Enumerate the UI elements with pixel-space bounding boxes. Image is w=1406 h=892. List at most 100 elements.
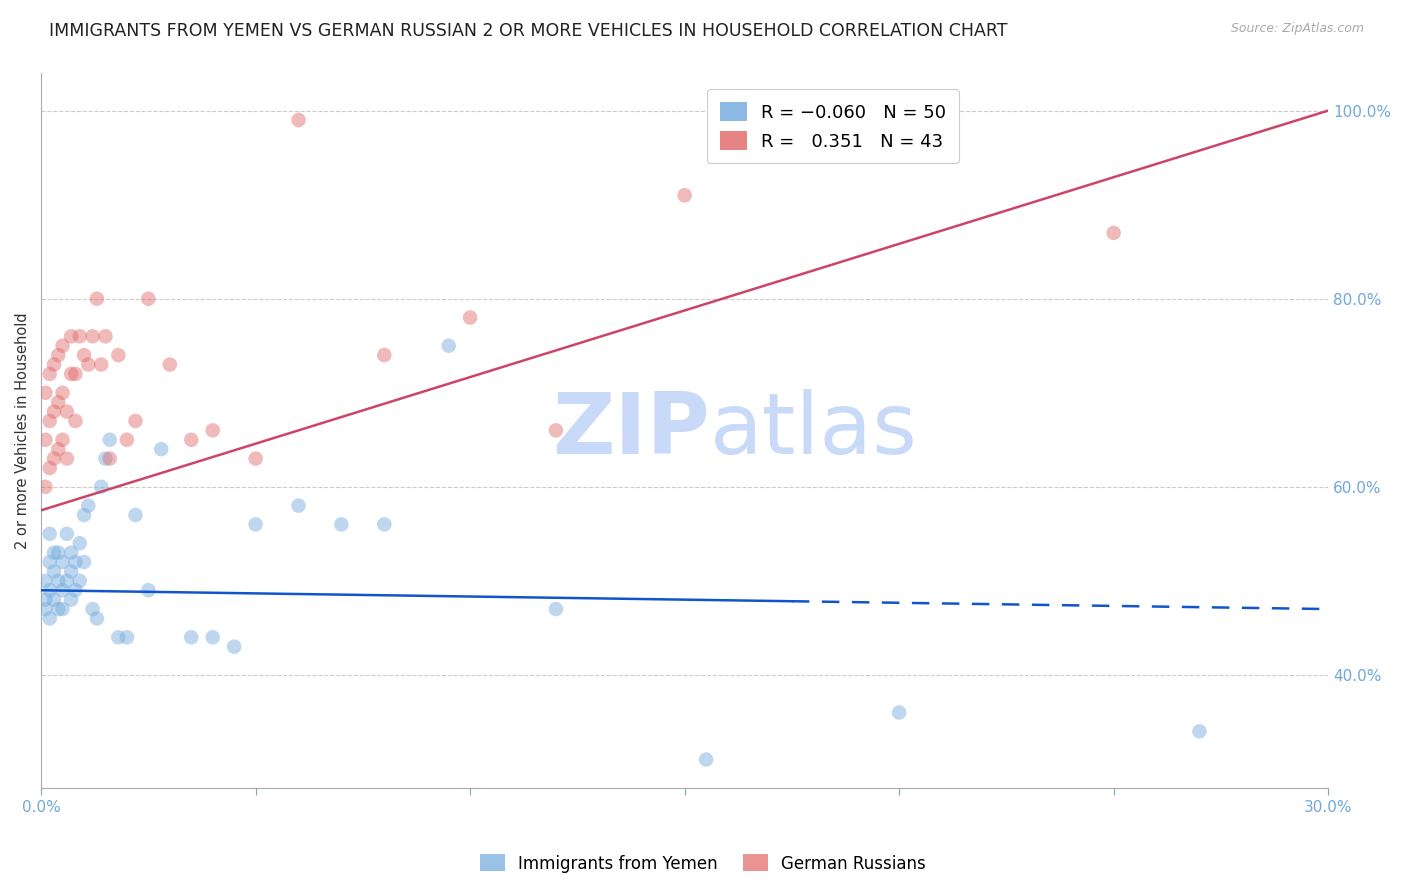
Point bbox=[69, 329, 91, 343]
Point bbox=[90, 480, 112, 494]
Point bbox=[46, 442, 69, 457]
Point bbox=[115, 630, 138, 644]
Point bbox=[56, 574, 79, 588]
Point bbox=[65, 414, 87, 428]
Point bbox=[124, 508, 146, 522]
Point bbox=[437, 339, 460, 353]
Point bbox=[60, 546, 83, 560]
Point bbox=[51, 555, 73, 569]
Point bbox=[94, 329, 117, 343]
Point bbox=[42, 358, 65, 372]
Point bbox=[38, 367, 60, 381]
Point bbox=[60, 592, 83, 607]
Point bbox=[51, 339, 73, 353]
Point bbox=[77, 358, 100, 372]
Y-axis label: 2 or more Vehicles in Household: 2 or more Vehicles in Household bbox=[15, 312, 30, 549]
Point bbox=[373, 348, 395, 362]
Point bbox=[46, 546, 69, 560]
Point bbox=[73, 508, 96, 522]
Point bbox=[373, 517, 395, 532]
Point bbox=[90, 358, 112, 372]
Point bbox=[82, 329, 104, 343]
Point bbox=[138, 583, 160, 598]
Point bbox=[124, 414, 146, 428]
Point bbox=[544, 602, 567, 616]
Point bbox=[46, 348, 69, 362]
Point bbox=[115, 433, 138, 447]
Point bbox=[34, 602, 56, 616]
Point bbox=[46, 395, 69, 409]
Point bbox=[46, 602, 69, 616]
Point bbox=[69, 574, 91, 588]
Point bbox=[458, 310, 481, 325]
Text: IMMIGRANTS FROM YEMEN VS GERMAN RUSSIAN 2 OR MORE VEHICLES IN HOUSEHOLD CORRELAT: IMMIGRANTS FROM YEMEN VS GERMAN RUSSIAN … bbox=[49, 22, 1008, 40]
Point bbox=[51, 602, 73, 616]
Point bbox=[51, 385, 73, 400]
Point bbox=[287, 499, 309, 513]
Point bbox=[38, 526, 60, 541]
Point bbox=[150, 442, 173, 457]
Point bbox=[34, 385, 56, 400]
Legend: Immigrants from Yemen, German Russians: Immigrants from Yemen, German Russians bbox=[474, 847, 932, 880]
Point bbox=[98, 433, 121, 447]
Point bbox=[86, 292, 108, 306]
Point bbox=[69, 536, 91, 550]
Point bbox=[107, 348, 129, 362]
Point bbox=[330, 517, 353, 532]
Point bbox=[65, 583, 87, 598]
Point bbox=[695, 753, 717, 767]
Point bbox=[73, 348, 96, 362]
Point bbox=[65, 555, 87, 569]
Point bbox=[56, 451, 79, 466]
Point bbox=[34, 592, 56, 607]
Point bbox=[56, 526, 79, 541]
Point bbox=[38, 414, 60, 428]
Point bbox=[42, 565, 65, 579]
Point bbox=[82, 602, 104, 616]
Point bbox=[42, 451, 65, 466]
Text: ZIP: ZIP bbox=[553, 389, 710, 472]
Text: Source: ZipAtlas.com: Source: ZipAtlas.com bbox=[1230, 22, 1364, 36]
Text: atlas: atlas bbox=[710, 389, 918, 472]
Point bbox=[60, 565, 83, 579]
Point bbox=[544, 423, 567, 437]
Point bbox=[34, 433, 56, 447]
Point bbox=[98, 451, 121, 466]
Point bbox=[34, 574, 56, 588]
Point bbox=[287, 113, 309, 128]
Point bbox=[34, 480, 56, 494]
Point bbox=[245, 517, 267, 532]
Point bbox=[201, 423, 224, 437]
Point bbox=[107, 630, 129, 644]
Point bbox=[1102, 226, 1125, 240]
Point bbox=[224, 640, 246, 654]
Point bbox=[42, 404, 65, 418]
Point bbox=[201, 630, 224, 644]
Point bbox=[51, 433, 73, 447]
Point bbox=[73, 555, 96, 569]
Legend: R = −0.060   N = 50, R =   0.351   N = 43: R = −0.060 N = 50, R = 0.351 N = 43 bbox=[707, 89, 959, 163]
Point bbox=[180, 433, 202, 447]
Point bbox=[38, 583, 60, 598]
Point bbox=[138, 292, 160, 306]
Point bbox=[159, 358, 181, 372]
Point bbox=[65, 367, 87, 381]
Point bbox=[38, 555, 60, 569]
Point bbox=[60, 367, 83, 381]
Point bbox=[245, 451, 267, 466]
Point bbox=[56, 404, 79, 418]
Point bbox=[42, 546, 65, 560]
Point bbox=[180, 630, 202, 644]
Point bbox=[86, 611, 108, 625]
Point bbox=[60, 329, 83, 343]
Point bbox=[1188, 724, 1211, 739]
Point bbox=[94, 451, 117, 466]
Point bbox=[46, 574, 69, 588]
Point bbox=[42, 592, 65, 607]
Point bbox=[673, 188, 696, 202]
Point bbox=[38, 611, 60, 625]
Point bbox=[77, 499, 100, 513]
Point bbox=[38, 461, 60, 475]
Point bbox=[887, 706, 910, 720]
Point bbox=[51, 583, 73, 598]
